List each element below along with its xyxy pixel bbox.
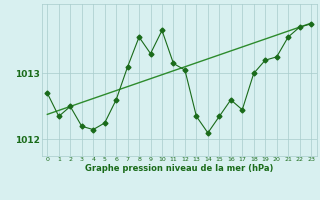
X-axis label: Graphe pression niveau de la mer (hPa): Graphe pression niveau de la mer (hPa): [85, 164, 273, 173]
